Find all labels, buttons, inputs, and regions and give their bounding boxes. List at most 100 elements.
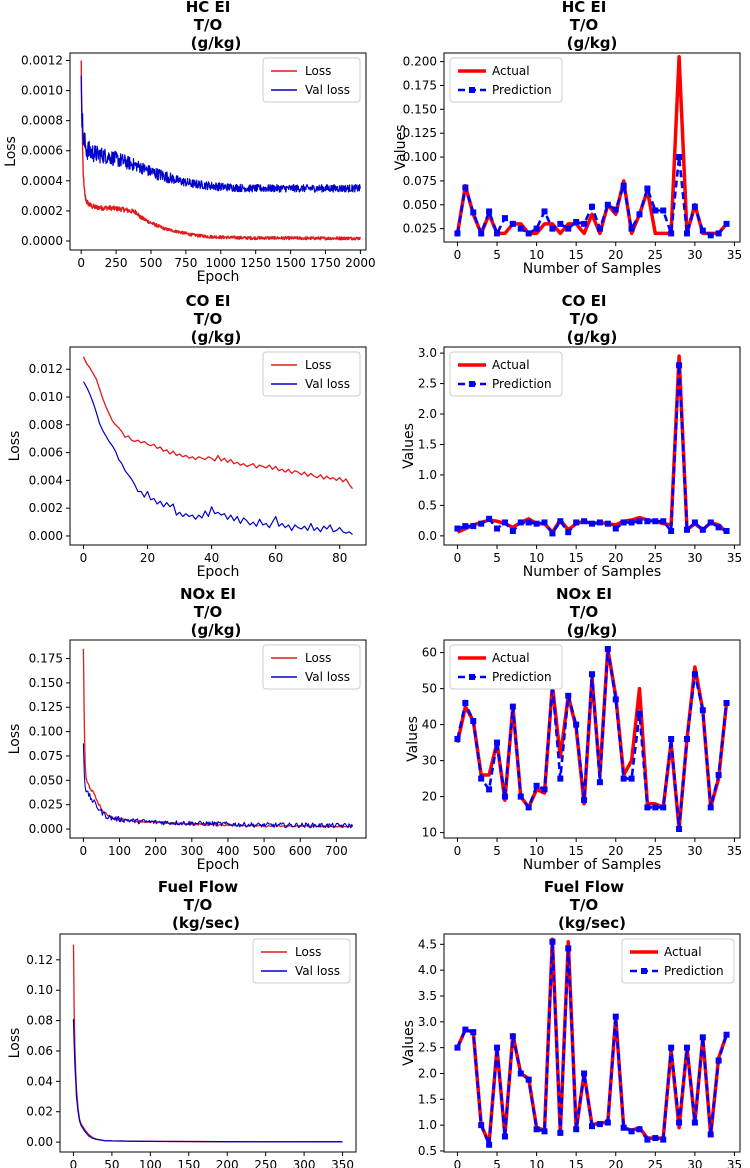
y-axis-label: Values: [401, 1020, 417, 1066]
prediction-marker: [707, 804, 714, 811]
y-axis-label: Values: [393, 125, 409, 171]
prediction-marker: [501, 793, 508, 800]
y-tick-label: 0.04: [26, 1074, 53, 1088]
series-line-loss: [82, 356, 354, 490]
x-tick-label: 0: [454, 844, 462, 858]
x-tick-label: 200: [144, 844, 167, 858]
prediction-marker: [454, 230, 461, 237]
prediction-marker: [676, 826, 683, 832]
prediction-marker: [541, 786, 548, 793]
legend: Actual Prediction: [449, 57, 563, 103]
y-tick-label: 40: [422, 718, 437, 732]
y-tick-label: 3.0: [418, 1015, 437, 1029]
y-tick-label: 0.10: [26, 983, 53, 997]
y-axis-label: Values: [405, 716, 421, 762]
prediction-marker: [581, 797, 588, 804]
y-tick-label: 0.5: [418, 498, 437, 512]
chart-title-line: (g/kg): [191, 621, 242, 639]
chart-panel-1: HC EIT/O(g/kg) 0 250 500 750 1000 1250 1500 1750…: [3, 0, 376, 285]
chart-panel-2: HC EIT/O(g/kg) 0 5 10 15 20 25 30 35 0.025 0.050 0.…: [393, 0, 742, 277]
prediction-marker: [596, 1121, 603, 1128]
prediction-marker: [525, 804, 532, 811]
chart-title-line: (g/kg): [191, 328, 242, 346]
x-tick-label: 35: [727, 551, 742, 565]
prediction-marker: [668, 527, 675, 534]
prediction-marker: [525, 230, 532, 237]
x-tick-label: 0: [70, 1158, 78, 1168]
plot-area: [454, 55, 730, 239]
x-tick-label: 20: [140, 551, 155, 565]
prediction-marker: [589, 671, 595, 678]
y-tick-label: 0.125: [403, 126, 437, 140]
legend-marker: [469, 381, 475, 387]
axes-frame: [69, 52, 367, 251]
prediction-marker: [478, 775, 485, 782]
chart-title-line: (g/kg): [567, 621, 618, 639]
y-tick-label: 0.0: [418, 529, 437, 543]
prediction-marker: [517, 225, 524, 232]
plot-area: [80, 60, 361, 241]
prediction-marker: [652, 518, 659, 525]
prediction-marker: [691, 519, 698, 526]
prediction-marker: [628, 775, 635, 782]
x-tick-label: 60: [268, 551, 283, 565]
prediction-marker: [660, 518, 667, 525]
prediction-marker: [596, 519, 603, 526]
chart-title-line: CO EI: [562, 292, 607, 310]
x-tick-label: 100: [108, 844, 131, 858]
prediction-marker: [549, 530, 556, 537]
prediction-marker: [683, 230, 690, 237]
prediction-marker: [533, 225, 540, 232]
y-tick-label: 0.000: [29, 822, 63, 836]
chart-title-line: Fuel Flow: [544, 878, 624, 896]
prediction-marker: [636, 1126, 643, 1133]
y-tick-label: 2.5: [418, 377, 437, 391]
x-tick-label: 0: [77, 256, 85, 270]
prediction-marker: [628, 225, 635, 232]
prediction-marker: [501, 215, 508, 222]
series-line-val-loss: [72, 1019, 343, 1143]
prediction-marker: [652, 207, 659, 214]
prediction-marker: [517, 793, 524, 800]
prediction-marker: [652, 1135, 659, 1142]
prediction-marker: [581, 1070, 588, 1077]
prediction-marker: [699, 526, 706, 533]
x-tick-label: 10: [529, 248, 544, 262]
prediction-marker: [676, 1119, 683, 1126]
legend-box: [449, 57, 563, 103]
x-axis-label: Number of Samples: [523, 857, 661, 873]
prediction-marker: [565, 692, 572, 699]
y-tick-label: 0.02: [26, 1105, 53, 1119]
chart-title-line: T/O: [194, 310, 222, 328]
prediction-marker: [612, 696, 619, 703]
prediction-marker: [533, 782, 540, 789]
prediction-marker: [517, 1070, 524, 1077]
chart-title-line: NOx EI: [180, 585, 236, 603]
plot-area: [454, 937, 730, 1148]
prediction-marker: [454, 525, 461, 532]
prediction-marker: [715, 230, 722, 237]
prediction-marker: [612, 525, 619, 532]
y-tick-label: 0.012: [29, 362, 63, 376]
x-tick-label: 5: [493, 844, 501, 858]
y-tick-label: 0.0004: [21, 174, 63, 188]
prediction-marker: [596, 779, 603, 786]
x-tick-label: 500: [140, 256, 163, 270]
y-axis-label: Loss: [3, 136, 19, 167]
y-tick-label: 0.150: [403, 102, 437, 116]
prediction-marker: [501, 519, 508, 526]
prediction-marker: [683, 736, 690, 742]
y-tick-label: 0.0006: [21, 144, 63, 158]
chart-title-line: T/O: [194, 603, 222, 621]
prediction-marker: [612, 206, 619, 213]
prediction-marker: [525, 519, 532, 526]
y-tick-label: 0.025: [403, 222, 437, 236]
prediction-marker: [660, 207, 667, 214]
x-tick-label: 300: [180, 844, 203, 858]
chart-title-line: (kg/sec): [558, 914, 626, 932]
prediction-marker: [644, 804, 651, 811]
prediction-marker: [581, 518, 588, 525]
y-tick-label: 0.075: [29, 749, 63, 763]
y-tick-label: 0.050: [29, 773, 63, 787]
